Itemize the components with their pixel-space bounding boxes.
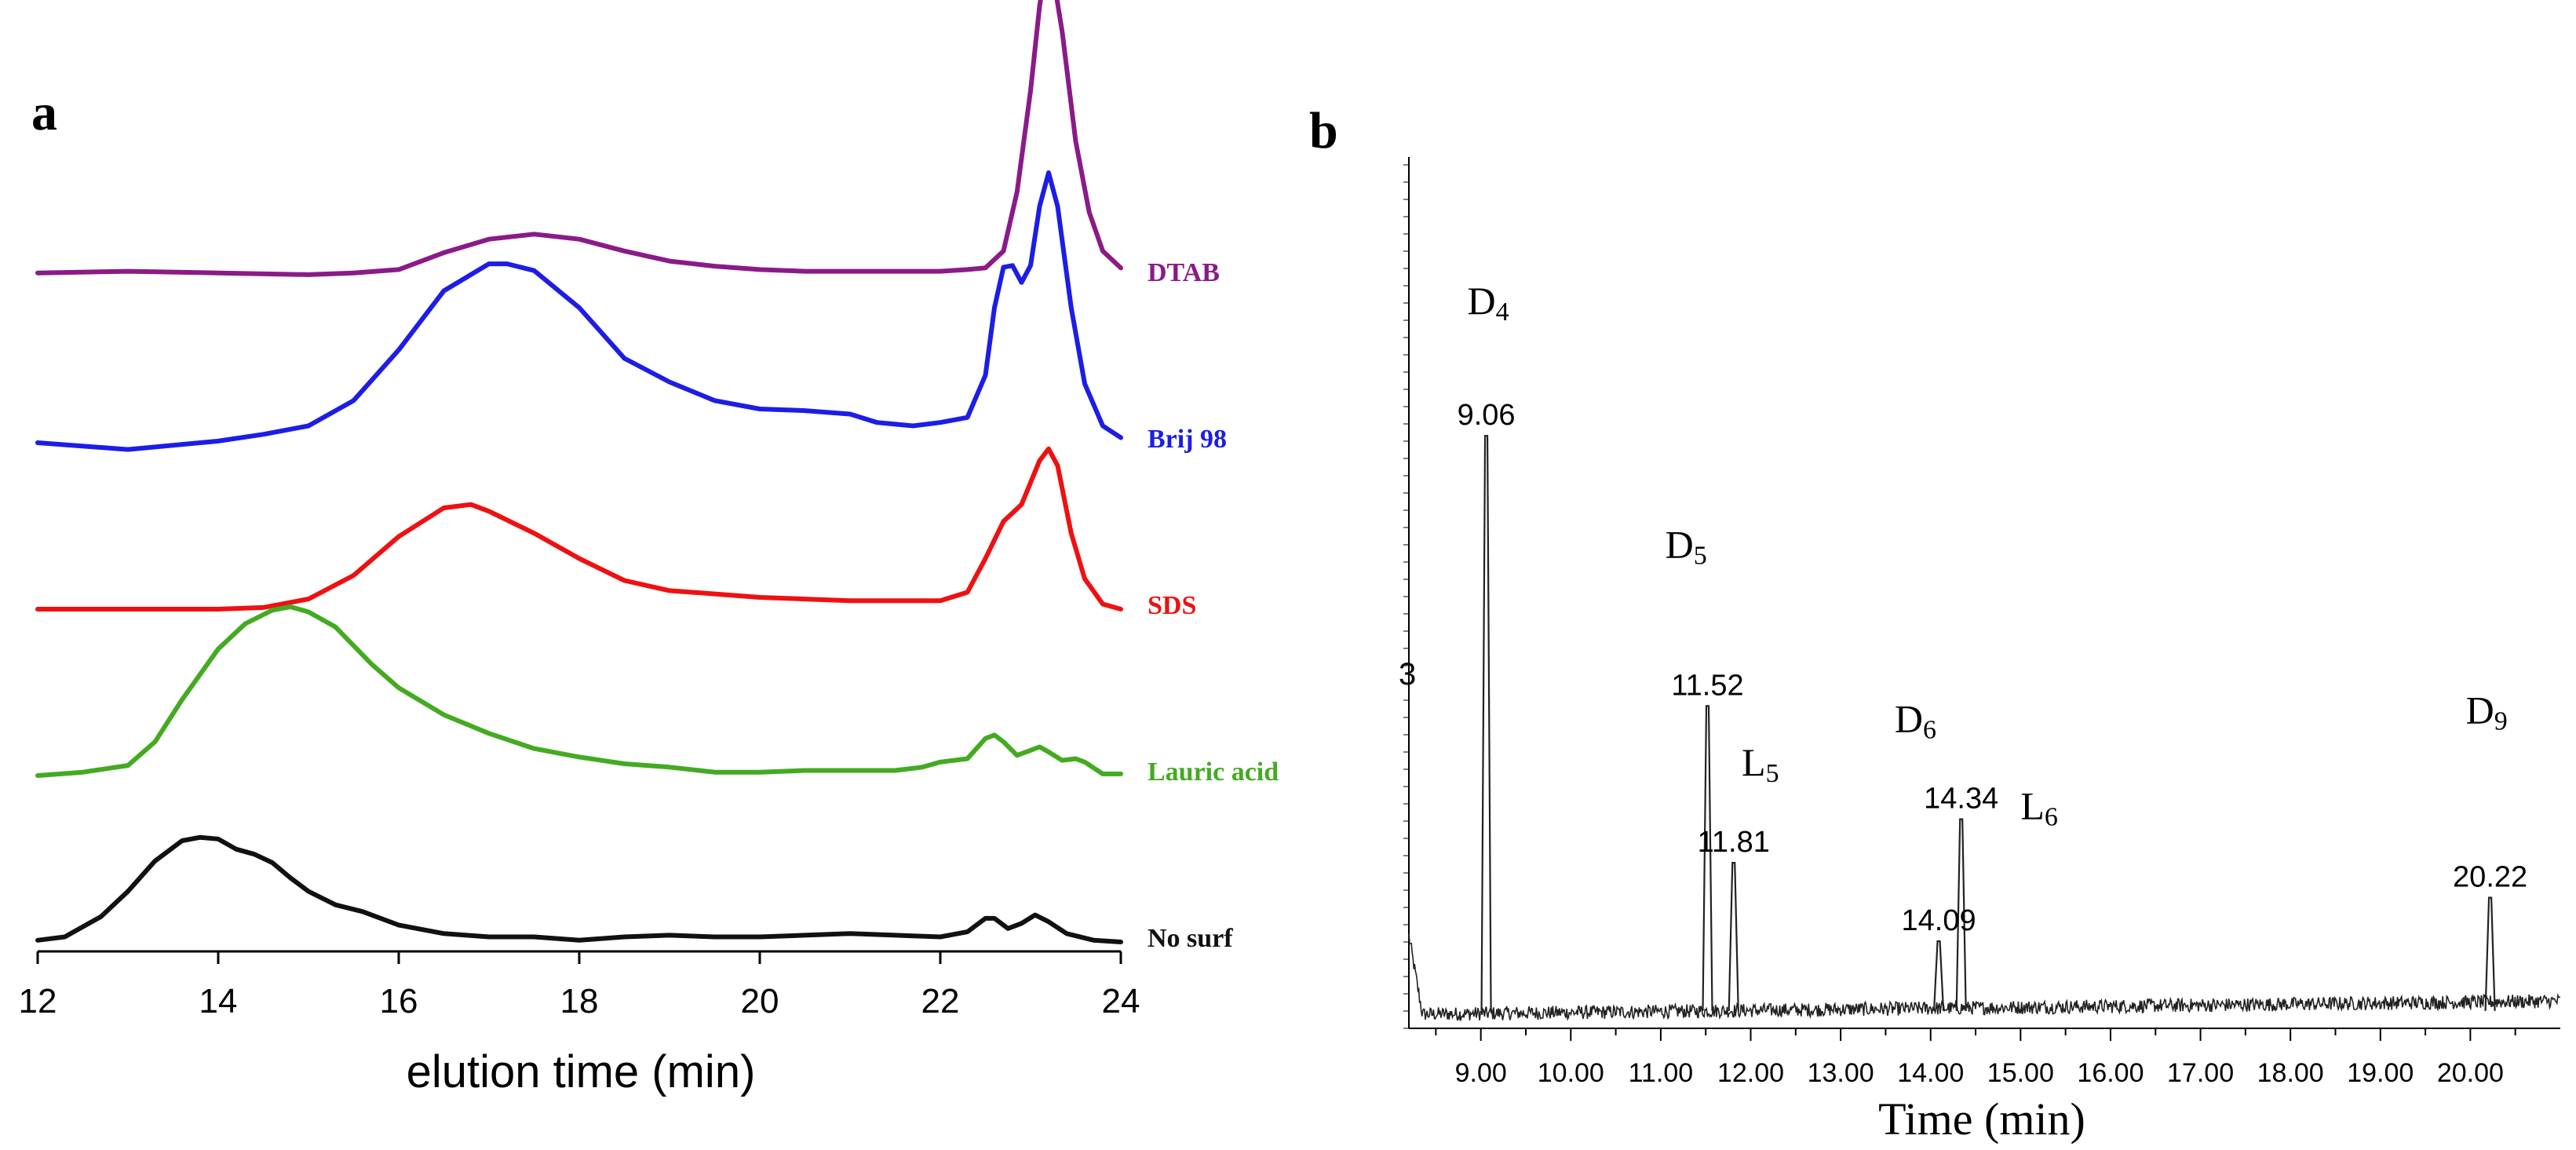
x-tick-label-20-00: 20.00 [2437, 1058, 2504, 1088]
series-line-dtab [35, 0, 1123, 277]
x-tick-label-11-00: 11.00 [1629, 1058, 1694, 1088]
peak-14-34 [1955, 818, 1967, 1011]
series-line-brij-98 [35, 170, 1123, 452]
panel-b-y-ticks [1403, 164, 1409, 1029]
x-tick-label-13-00: 13.00 [1808, 1058, 1874, 1088]
series-line-sds [35, 446, 1123, 612]
panel-b-label: b [1309, 102, 1338, 159]
panel-b-x-ticks: 9.00 10.00 11.00 12.00 13.00 14.00 15.00 16.00 1… [1435, 1028, 2516, 1088]
x-tick-label-16-00: 16.00 [2077, 1058, 2144, 1088]
annotation-d5: D5 [1666, 523, 1707, 571]
annotation-d4: D4 [1467, 279, 1509, 327]
legend-label-lauric-acid: Lauric acid [1148, 758, 1279, 787]
legend-label-brij-98: Brij 98 [1148, 425, 1227, 454]
annotation-l6: L6 [2020, 784, 2058, 832]
x-tick-label-15-00: 15.00 [1987, 1058, 2054, 1088]
x-tick-label-24: 24 [1102, 982, 1140, 1020]
panel-b-x-axis-label: Time (min) [1878, 1093, 2085, 1145]
legend-label-sds: SDS [1148, 591, 1196, 620]
x-tick-label-9-00: 9.00 [1455, 1058, 1507, 1088]
panel-b-partial-label: 3 [1399, 657, 1416, 692]
x-tick-label-14-00: 14.00 [1897, 1058, 1964, 1088]
panel-a-label: a [31, 84, 57, 141]
peak-label-11-52: 11.52 [1671, 669, 1743, 702]
peak-14-09 [1932, 940, 1945, 1011]
peak-20-22 [2484, 896, 2496, 1011]
peak-9-06 [1480, 435, 1492, 1011]
x-tick-label-18: 18 [560, 982, 599, 1020]
panel-b-peak-labels: 9.06 11.52 11.81 14.09 14.34 20.22 [1458, 399, 2528, 937]
panel-a-series-group [35, 0, 1123, 944]
peak-label-14-09: 14.09 [1902, 904, 1976, 937]
x-tick-label-16: 16 [380, 982, 418, 1020]
x-tick-label-20: 20 [741, 982, 779, 1020]
x-tick-label-17-00: 17.00 [2167, 1058, 2234, 1088]
x-tick-label-12: 12 [19, 982, 57, 1020]
series-line-lauric-acid [35, 604, 1123, 778]
peak-label-11-81: 11.81 [1698, 826, 1770, 859]
x-tick-label-14: 14 [199, 982, 238, 1020]
panel-a-x-axis-label: elution time (min) [407, 1046, 756, 1097]
x-tick-label-19-00: 19.00 [2347, 1058, 2414, 1088]
panel-a-legend: DTAB Brij 98 SDS Lauric acid No surf [1148, 258, 1279, 953]
panel-b: b 9.06 11.52 11.81 14.09 14.34 20.22 D4 D5 L5 D6… [1309, 102, 2561, 1145]
annotation-d9: D9 [2466, 688, 2508, 736]
legend-label-dtab: DTAB [1148, 258, 1220, 287]
peak-label-9-06: 9.06 [1458, 399, 1516, 432]
peak-11-52 [1702, 705, 1713, 1011]
peak-label-14-34: 14.34 [1924, 783, 1998, 816]
peak-11-81 [1728, 862, 1739, 1011]
panel-a-x-ticks: 12 14 16 18 20 22 24 [19, 951, 1140, 1020]
annotation-d6: D6 [1895, 697, 1936, 745]
annotation-l5: L5 [1742, 740, 1779, 788]
peak-label-20-22: 20.22 [2453, 861, 2527, 894]
panel-b-trace-group [1408, 435, 2561, 1021]
legend-label-no-surf: No surf [1148, 924, 1233, 953]
x-tick-label-10-00: 10.00 [1538, 1058, 1604, 1088]
panel-b-annotations: D4 D5 L5 D6 L6 D9 [1467, 279, 2507, 832]
chromatogram-baseline [1408, 933, 2561, 1021]
x-tick-label-22: 22 [921, 982, 960, 1020]
x-tick-label-12-00: 12.00 [1717, 1058, 1784, 1088]
series-line-no-surf [35, 834, 1123, 944]
x-tick-label-18-00: 18.00 [2257, 1058, 2324, 1088]
